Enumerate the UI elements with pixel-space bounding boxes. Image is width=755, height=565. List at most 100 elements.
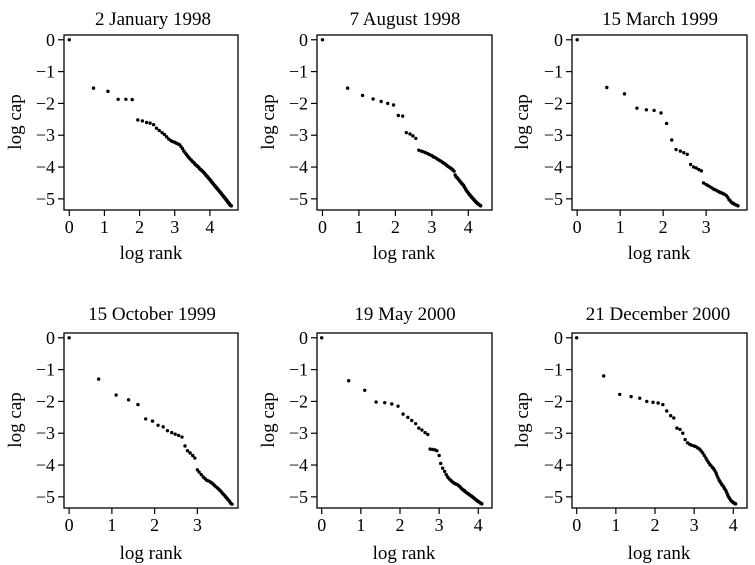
- plot-frame: [63, 34, 239, 211]
- panel-title: 15 March 1999: [602, 9, 718, 30]
- y-axis: 0 −1 −2 −3 −4 −5: [289, 328, 317, 507]
- y-tick-label: −4: [544, 157, 563, 177]
- data-point: [420, 428, 424, 432]
- data-point: [694, 166, 698, 170]
- data-point: [408, 132, 412, 136]
- data-points: [574, 336, 738, 506]
- data-point: [435, 449, 439, 453]
- plot-frame: [571, 332, 748, 509]
- y-tick-label: −5: [289, 487, 308, 507]
- data-point: [371, 97, 375, 101]
- x-axis-label: log rank: [373, 243, 436, 264]
- data-point: [651, 400, 655, 405]
- data-point: [444, 472, 448, 477]
- data-point: [681, 431, 685, 435]
- data-point: [67, 336, 71, 340]
- y-axis-label: log cap: [512, 94, 533, 149]
- data-point: [180, 435, 184, 439]
- y-tick-label: −2: [544, 391, 563, 411]
- data-point: [91, 86, 96, 90]
- data-point: [411, 134, 415, 138]
- data-point: [173, 432, 177, 436]
- x-tick-label: 1: [354, 217, 363, 237]
- y-tick-label: −2: [544, 93, 563, 113]
- y-tick-label: −5: [544, 487, 563, 507]
- data-point: [685, 152, 689, 157]
- y-tick-label: 0: [46, 328, 55, 348]
- data-point: [170, 430, 174, 435]
- data-point: [230, 502, 234, 506]
- data-point: [664, 121, 669, 126]
- data-point: [390, 402, 394, 406]
- data-point: [114, 393, 118, 397]
- data-point: [426, 432, 430, 437]
- x-tick-label: 3: [702, 217, 711, 237]
- data-point: [363, 388, 367, 392]
- data-points: [67, 38, 234, 208]
- data-point: [148, 121, 152, 125]
- x-axis-label: log rank: [373, 543, 436, 564]
- data-point: [400, 114, 405, 118]
- data-point: [406, 415, 410, 420]
- data-point: [396, 404, 400, 408]
- panel-6: 21 December 2000 0 −1 −2 −3 −4 −5 0 1 2 3 4 log r…: [512, 304, 748, 564]
- data-point: [197, 470, 201, 474]
- data-point: [319, 336, 324, 340]
- data-point: [347, 379, 351, 383]
- data-point: [574, 336, 579, 340]
- y-axis: 0 −1 −2 −3 −4 −5: [544, 30, 572, 209]
- panel-2: 7 August 1998 0 −1 −2 −3 −4 −5 0 1 2 3 4 log rank…: [258, 9, 493, 264]
- data-point: [659, 111, 663, 115]
- y-tick-label: −2: [289, 93, 308, 113]
- data-point: [136, 402, 140, 407]
- y-tick-label: 0: [299, 328, 308, 348]
- data-point: [176, 433, 181, 438]
- data-point: [733, 502, 738, 506]
- x-tick-label: 0: [65, 217, 74, 237]
- data-point: [417, 426, 421, 430]
- data-point: [675, 426, 679, 430]
- data-point: [575, 38, 579, 42]
- data-point: [645, 399, 649, 404]
- data-point: [423, 430, 427, 435]
- data-point: [383, 400, 387, 405]
- data-points: [67, 336, 234, 506]
- data-point: [622, 92, 627, 96]
- x-axis: 0 1 2 3 4: [572, 508, 738, 535]
- data-point: [193, 456, 197, 460]
- y-tick-label: −1: [289, 62, 308, 82]
- y-tick-label: −3: [544, 423, 563, 443]
- data-point: [140, 119, 145, 123]
- panel-title: 19 May 2000: [354, 304, 455, 325]
- data-point: [480, 502, 484, 506]
- y-tick-label: −5: [36, 189, 55, 209]
- data-points: [319, 336, 484, 506]
- x-axis: 0 1 2 3 4: [318, 210, 473, 237]
- x-axis: 0 1 2 3 4: [65, 210, 214, 237]
- data-point: [143, 417, 148, 421]
- data-point: [199, 472, 203, 477]
- y-axis: 0 −1 −2 −3 −4 −5: [289, 30, 317, 209]
- y-axis-label: log cap: [258, 392, 279, 447]
- data-point: [644, 108, 649, 112]
- x-tick-label: 0: [317, 515, 326, 535]
- data-point: [144, 120, 149, 125]
- data-point: [157, 128, 161, 133]
- plot-frame: [316, 332, 493, 509]
- x-tick-label: 0: [65, 515, 74, 535]
- x-axis-label: log rank: [628, 543, 691, 564]
- y-tick-label: −4: [289, 455, 308, 475]
- x-axis-label: log rank: [120, 243, 183, 264]
- data-point: [410, 418, 414, 423]
- data-point: [715, 473, 719, 477]
- data-point: [652, 108, 656, 113]
- data-point: [688, 162, 693, 167]
- data-point: [162, 132, 167, 137]
- y-tick-label: −3: [289, 423, 308, 443]
- x-tick-label: 4: [205, 217, 214, 237]
- data-point: [165, 428, 170, 433]
- x-tick-label: 3: [170, 217, 179, 237]
- data-point: [124, 97, 128, 101]
